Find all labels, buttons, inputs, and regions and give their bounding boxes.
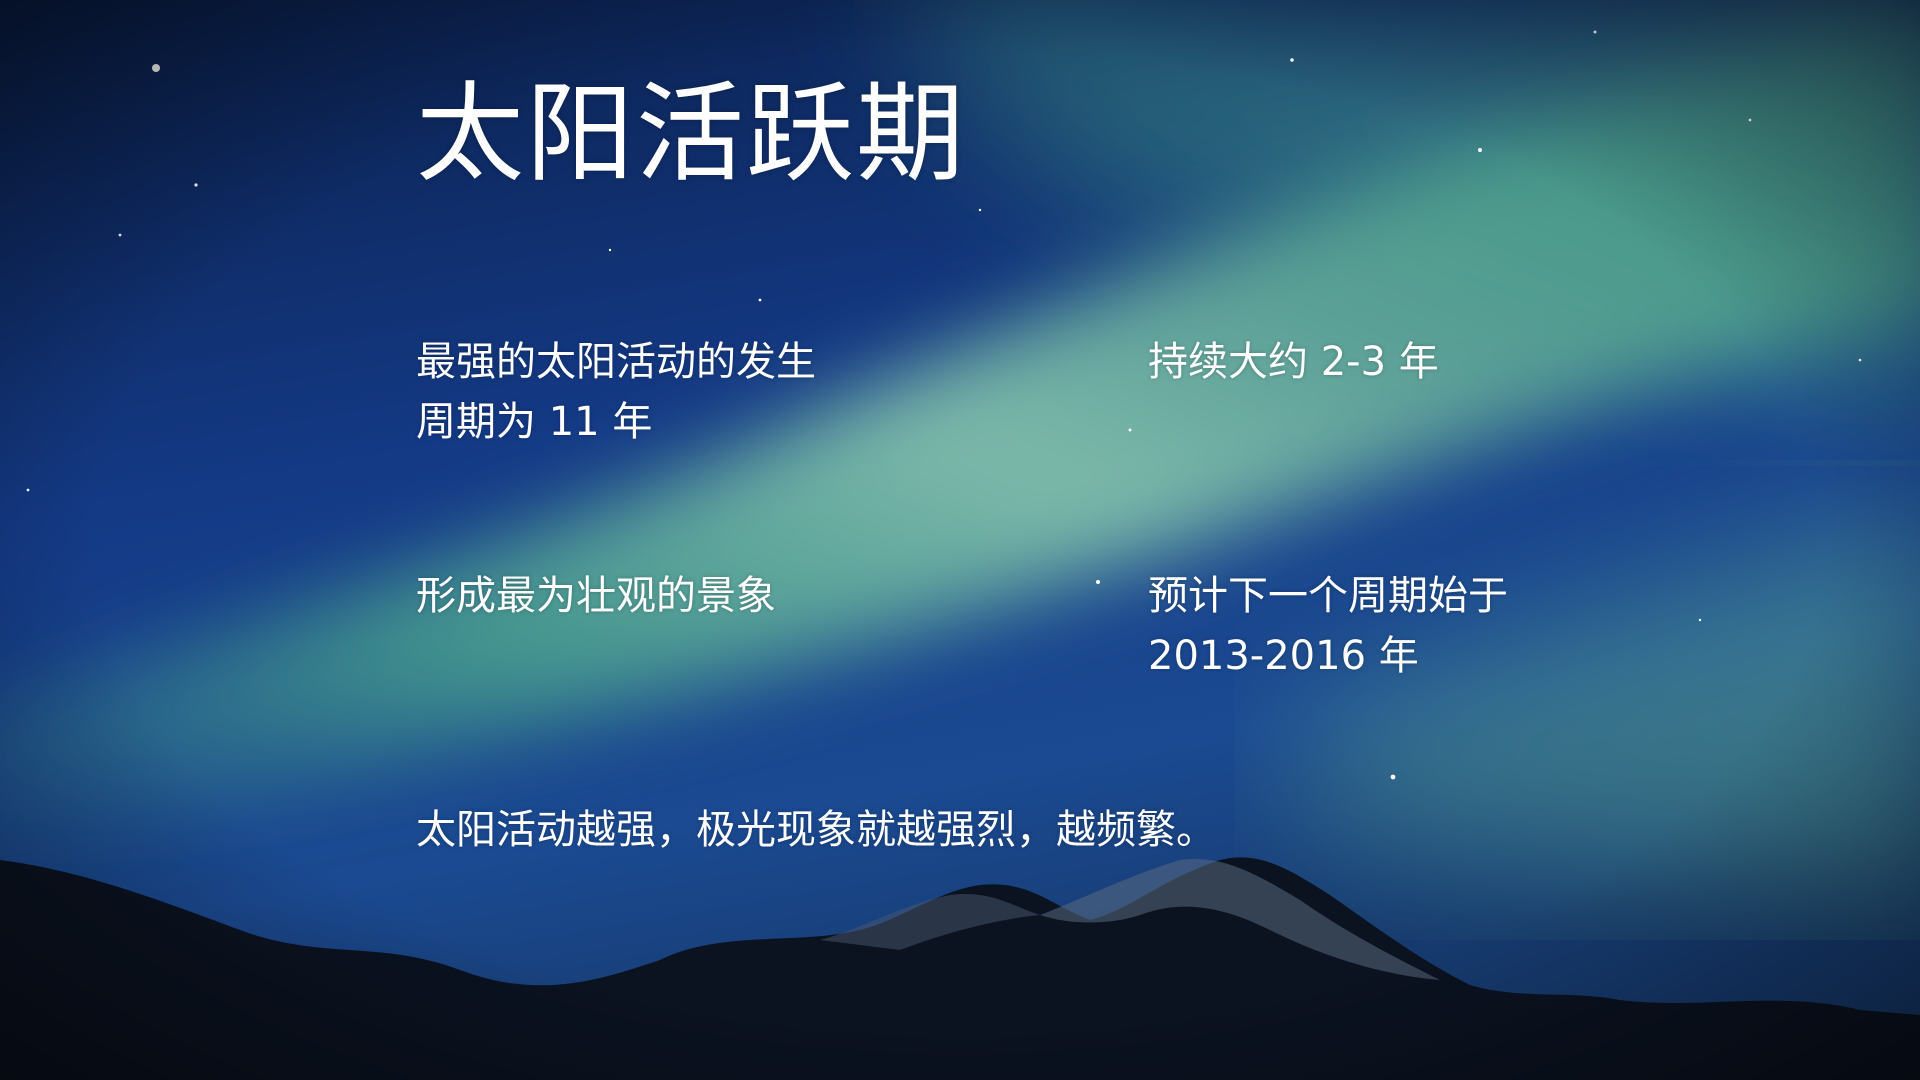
cycle-line-2: 周期为 11 年 (416, 399, 653, 445)
duration-text-block: 持续大约 2-3 年 (1148, 332, 1439, 392)
next-cycle-line-1: 预计下一个周期始于 (1148, 573, 1508, 619)
slide-title: 太阳活跃期 (416, 72, 967, 197)
cycle-text-block: 最强的太阳活动的发生 周期为 11 年 (416, 332, 816, 452)
cycle-line-1: 最强的太阳活动的发生 (416, 339, 816, 385)
next-cycle-line-2: 2013-2016 年 (1148, 633, 1419, 679)
duration-line-1: 持续大约 2-3 年 (1148, 339, 1439, 385)
next-cycle-text-block: 预计下一个周期始于 2013-2016 年 (1148, 566, 1508, 686)
summary-text-block: 太阳活动越强，极光现象就越强烈，越频繁。 (416, 800, 1216, 860)
spectacle-text-block: 形成最为壮观的景象 (416, 566, 776, 626)
summary-line-1: 太阳活动越强，极光现象就越强烈，越频繁。 (416, 807, 1216, 853)
spectacle-line-1: 形成最为壮观的景象 (416, 573, 776, 619)
